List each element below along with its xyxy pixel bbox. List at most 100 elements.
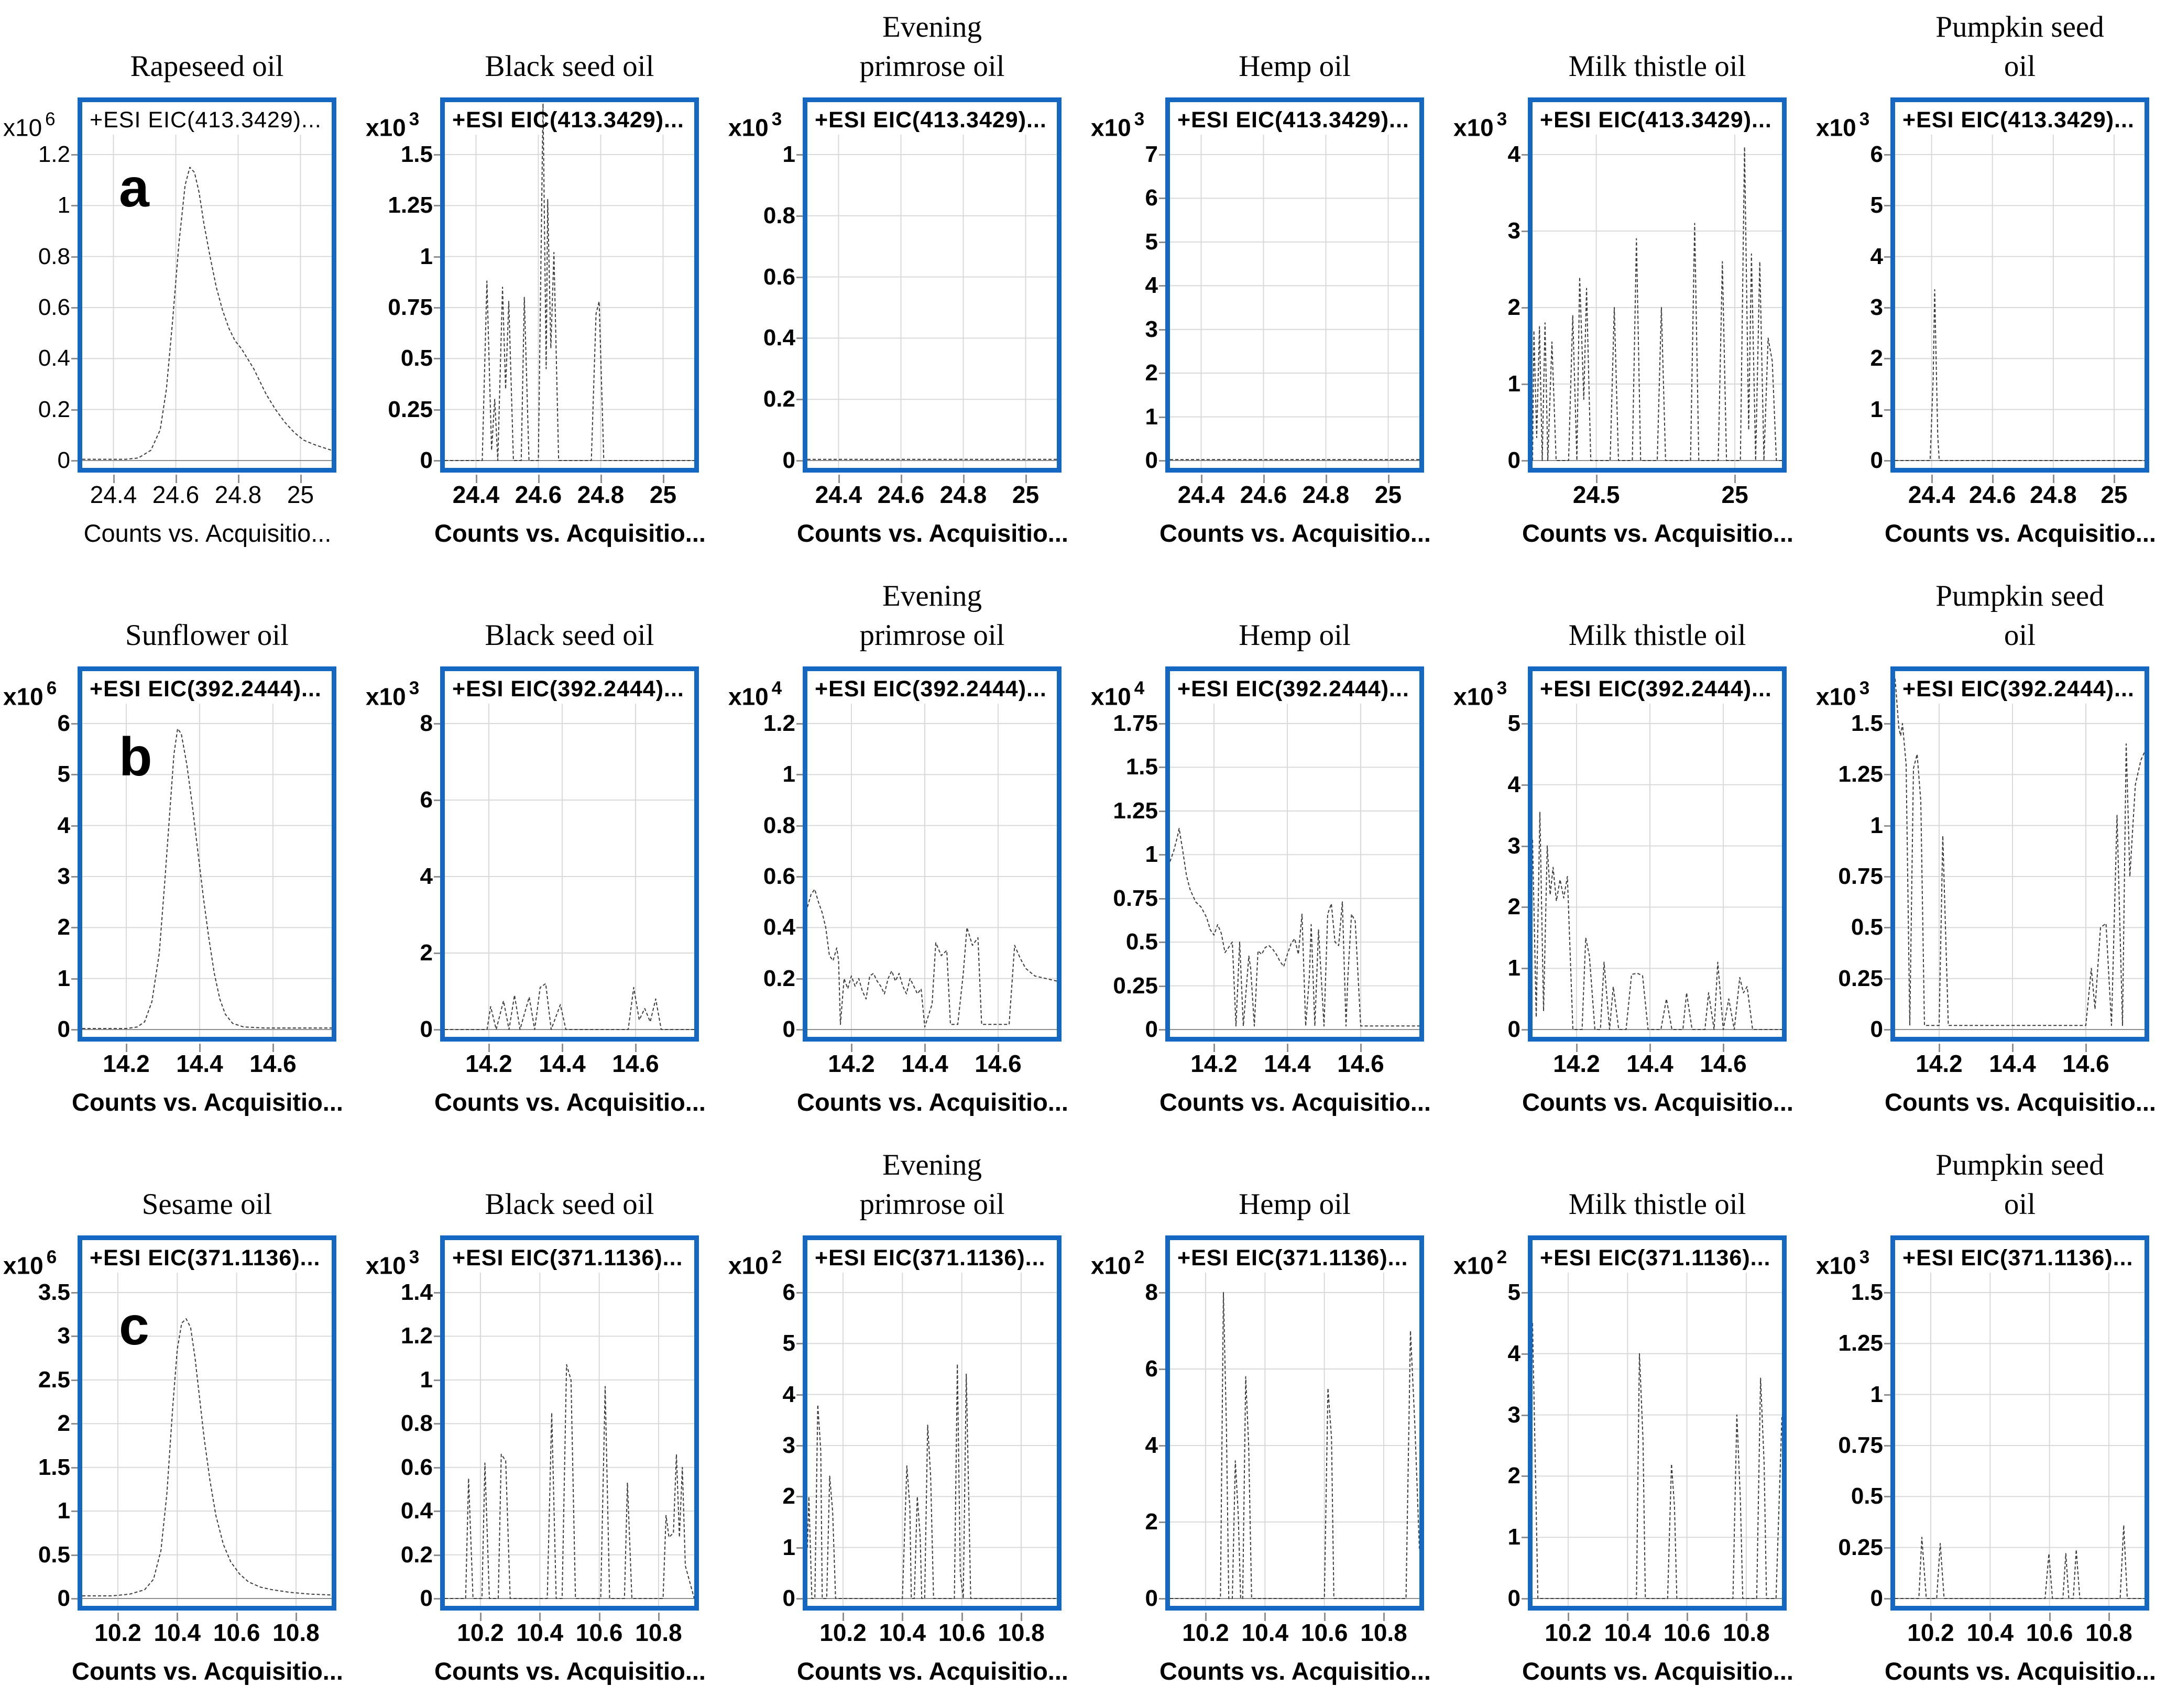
x-tick-mark — [480, 1613, 482, 1621]
chromatogram-trace-svg — [807, 135, 1057, 468]
x-axis-caption: Counts vs. Acquisitio... — [434, 519, 706, 547]
x-tick-label: 25 — [649, 481, 677, 508]
chromatogram-plot-box[interactable]: +ESI EIC(413.3429)... — [1890, 97, 2149, 473]
x-tick-mark — [600, 475, 602, 483]
y-tick-mark — [1522, 1537, 1528, 1539]
y-tick-label: 3 — [1507, 218, 1520, 244]
chromatogram-plot-box[interactable]: +ESI EIC(392.2444)... — [1890, 666, 2149, 1042]
x-tick-label: 24.8 — [2030, 481, 2077, 508]
y-tick-label: 0.75 — [1838, 863, 1883, 889]
chromatogram-plot-box[interactable]: +ESI EIC(413.3429)... a — [78, 97, 336, 473]
chromatogram-panel: Hemp oil x10 2 +ESI EIC(371.1136)... Coun… — [1089, 1138, 1451, 1707]
multiplier-exponent: 3 — [1134, 109, 1145, 129]
y-tick-label: 3 — [57, 863, 70, 889]
y-axis-multiplier: x10 3 — [728, 109, 782, 141]
x-tick-mark — [2012, 1044, 2014, 1052]
multiplier-base: x10 — [728, 1252, 769, 1279]
y-tick-label: 2 — [1507, 1463, 1520, 1489]
y-tick-label: 1 — [1507, 1524, 1520, 1550]
chromatogram-plot-box[interactable]: +ESI EIC(371.1136)... — [803, 1235, 1062, 1611]
chromatogram-trace-svg — [807, 1273, 1057, 1606]
chromatogram-plot-box[interactable]: +ESI EIC(371.1136)... c — [78, 1235, 336, 1611]
y-tick-label: 0 — [420, 1016, 433, 1042]
y-tick-mark — [71, 876, 78, 878]
y-tick-label: 1.25 — [1113, 797, 1158, 824]
panel-title: Evening primrose oil — [782, 569, 1082, 655]
x-axis-caption: Counts vs. Acquisitio... — [1885, 519, 2156, 547]
y-tick-mark — [434, 1292, 440, 1294]
y-tick-label: 0 — [57, 447, 70, 473]
x-tick-label: 10.8 — [1723, 1619, 1770, 1646]
y-axis-multiplier: x10 3 — [1816, 109, 1869, 141]
panel-title: Evening primrose oil — [782, 1138, 1082, 1224]
esi-eic-label: +ESI EIC(413.3429)... — [1902, 107, 2135, 133]
chromatogram-plot-box[interactable]: +ESI EIC(392.2444)... — [803, 666, 1062, 1042]
y-tick-mark — [1522, 1475, 1528, 1477]
chromatogram-plot-box[interactable]: +ESI EIC(413.3429)... — [803, 97, 1062, 473]
chromatogram-plot-box[interactable]: +ESI EIC(392.2444)... — [1165, 666, 1424, 1042]
y-tick-label: 0.8 — [38, 243, 70, 269]
x-tick-mark — [658, 1613, 660, 1621]
x-tick-mark — [236, 1613, 238, 1621]
multiplier-exponent: 6 — [46, 678, 57, 698]
y-tick-label: 7 — [1145, 141, 1158, 167]
x-tick-label: 14.2 — [1916, 1050, 1963, 1077]
x-tick-label: 14.6 — [249, 1050, 297, 1077]
chromatogram-panel: Hemp oil x10 3 +ESI EIC(413.3429)... Coun… — [1089, 0, 1451, 569]
chromatogram-trace-svg — [1533, 1273, 1782, 1606]
x-tick-mark — [562, 1044, 563, 1052]
y-tick-label: 0 — [1145, 447, 1158, 473]
chromatogram-plot-box[interactable]: +ESI EIC(371.1136)... — [1528, 1235, 1787, 1611]
chromatogram-plot-box[interactable]: +ESI EIC(392.2444)... b — [78, 666, 336, 1042]
y-tick-mark — [1522, 307, 1528, 309]
y-tick-mark — [1884, 1292, 1890, 1294]
y-tick-mark — [796, 1445, 803, 1447]
y-tick-label: 8 — [1145, 1279, 1158, 1305]
chromatogram-plot-box[interactable]: +ESI EIC(413.3429)... — [440, 97, 699, 473]
x-tick-label: 24.6 — [515, 481, 562, 508]
y-tick-mark — [71, 1554, 78, 1556]
chromatogram-plot-box[interactable]: +ESI EIC(392.2444)... — [1528, 666, 1787, 1042]
panel-title-line: Black seed oil — [485, 1187, 654, 1221]
y-tick-label: 5 — [782, 1330, 795, 1356]
y-tick-label: 1 — [1870, 396, 1883, 422]
y-tick-mark — [434, 1598, 440, 1600]
y-tick-mark — [1884, 1547, 1890, 1549]
x-tick-mark — [902, 1613, 904, 1621]
y-tick-label: 2 — [782, 1483, 795, 1509]
y-tick-label: 1 — [420, 1366, 433, 1393]
x-tick-label: 24.8 — [939, 481, 987, 508]
x-axis-caption: Counts vs. Acquisitio... — [1522, 519, 1793, 547]
y-tick-mark — [1159, 1029, 1165, 1031]
multiplier-exponent: 3 — [409, 678, 420, 698]
x-tick-label: 10.6 — [1663, 1619, 1711, 1646]
x-tick-mark — [1595, 475, 1598, 483]
chromatogram-plot-box[interactable]: +ESI EIC(371.1136)... — [1890, 1235, 2149, 1611]
y-axis-multiplier: x10 6 — [3, 109, 56, 141]
y-axis-multiplier: x10 2 — [1091, 1247, 1144, 1279]
chromatogram-plot-box[interactable]: +ESI EIC(371.1136)... — [1165, 1235, 1424, 1611]
chromatogram-trace-svg — [1170, 1273, 1419, 1606]
y-tick-label: 1 — [1870, 812, 1883, 838]
chromatogram-plot-box[interactable]: +ESI EIC(413.3429)... — [1165, 97, 1424, 473]
x-tick-mark — [237, 475, 239, 483]
y-tick-label: 5 — [1870, 192, 1883, 218]
y-tick-mark — [1884, 723, 1890, 725]
y-tick-label: 0 — [1870, 1585, 1883, 1611]
chromatogram-trace-svg — [82, 704, 332, 1037]
x-tick-label: 24.8 — [1302, 481, 1350, 508]
chromatogram-plot-box[interactable]: +ESI EIC(413.3429)... — [1528, 97, 1787, 473]
chromatogram-plot-box[interactable]: +ESI EIC(371.1136)... — [440, 1235, 699, 1611]
x-tick-mark — [1263, 475, 1265, 483]
y-tick-label: 0.25 — [1838, 1534, 1883, 1560]
y-tick-mark — [71, 825, 78, 827]
panel-title-line: Evening — [882, 1148, 982, 1181]
y-tick-label: 3 — [1507, 1402, 1520, 1428]
y-tick-mark — [1159, 241, 1165, 243]
x-tick-mark — [126, 1044, 127, 1052]
x-tick-label: 10.8 — [272, 1619, 320, 1646]
y-axis-multiplier: x10 3 — [1453, 109, 1507, 141]
y-tick-label: 0 — [1507, 1585, 1520, 1611]
y-tick-mark — [1884, 825, 1890, 827]
chromatogram-plot-box[interactable]: +ESI EIC(392.2444)... — [440, 666, 699, 1042]
